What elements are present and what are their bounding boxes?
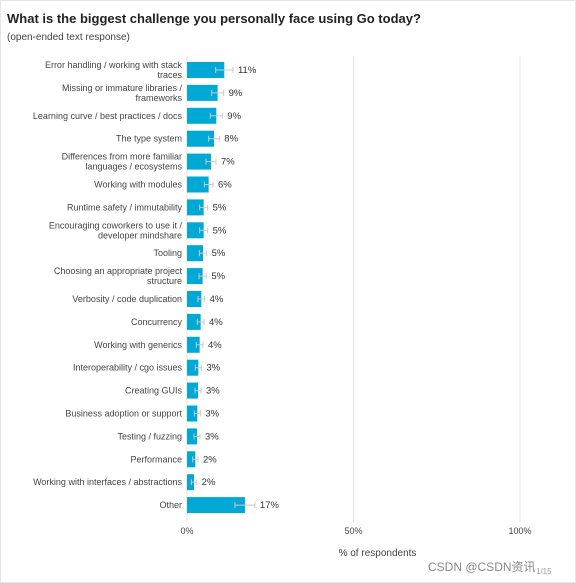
category-label: The type system <box>116 134 182 144</box>
value-label: 5% <box>213 202 227 213</box>
category-label: Verbosity / code duplication <box>72 294 182 304</box>
bar <box>187 382 198 399</box>
bar <box>187 336 200 353</box>
bar <box>187 268 203 285</box>
category-label: Working with modules <box>94 180 182 190</box>
category-label: Tooling <box>153 248 182 258</box>
category-label: Error handling / working with stack trace… <box>45 60 183 80</box>
value-label: 6% <box>218 180 232 191</box>
value-label: 5% <box>211 271 225 282</box>
value-label: 3% <box>206 386 220 397</box>
bar <box>187 313 201 330</box>
value-label: 2% <box>203 454 217 465</box>
x-tick-label: 50% <box>344 526 362 536</box>
bar <box>187 405 198 422</box>
value-label: 2% <box>202 477 216 488</box>
category-label: Testing / fuzzing <box>117 431 182 441</box>
value-label: 17% <box>260 500 280 511</box>
value-label: 5% <box>213 225 227 236</box>
category-label: Learning curve / best practices / docs <box>33 111 183 121</box>
category-label: Business adoption or support <box>65 409 182 419</box>
bar <box>187 84 218 101</box>
chart-title: What is the biggest challenge you person… <box>7 11 421 26</box>
category-label: Missing or immature libraries / framework… <box>62 83 183 103</box>
bar <box>187 291 202 307</box>
bar <box>187 199 204 216</box>
value-label: 11% <box>238 65 257 76</box>
bar <box>187 245 203 262</box>
bar <box>187 497 245 514</box>
x-axis-label: % of respondents <box>338 548 417 559</box>
category-label: Differences from more familiar languages … <box>62 152 183 172</box>
chart-subtitle: (open-ended text response) <box>7 32 130 43</box>
bar <box>187 107 217 124</box>
category-label: Interoperability / cgo issues <box>73 363 183 373</box>
bar <box>187 153 211 170</box>
category-label: Other <box>159 500 182 510</box>
value-label: 3% <box>206 363 220 374</box>
value-label: 9% <box>229 88 243 99</box>
value-label: 4% <box>210 294 224 305</box>
value-label: 4% <box>208 340 222 351</box>
page-number: 1/15 <box>536 567 552 576</box>
value-label: 5% <box>212 248 226 259</box>
bar <box>187 222 204 239</box>
watermark: CSDN @CSDN资讯 <box>428 560 536 574</box>
category-label: Concurrency <box>131 317 183 327</box>
bar <box>187 176 209 193</box>
category-label: Performance <box>130 454 182 464</box>
value-label: 8% <box>224 134 238 145</box>
value-label: 3% <box>205 431 219 442</box>
bar <box>187 474 194 491</box>
bar <box>187 62 225 78</box>
value-label: 4% <box>209 317 223 328</box>
bar <box>187 130 214 147</box>
x-tick-label: 0% <box>180 526 193 536</box>
category-label: Encouraging coworkers to use it / develop… <box>49 220 183 240</box>
category-label: Runtime safety / immutability <box>67 202 183 212</box>
category-label: Working with interfaces / abstractions <box>33 477 182 487</box>
bar <box>187 359 199 376</box>
bar <box>187 428 197 445</box>
category-label: Working with generics <box>94 340 182 350</box>
value-label: 3% <box>205 409 219 420</box>
category-label: Creating GUIs <box>125 386 183 396</box>
x-tick-label: 100% <box>508 526 531 536</box>
bar <box>187 451 196 468</box>
category-label: Choosing an appropriate project structure <box>54 266 183 286</box>
value-label: 9% <box>227 111 241 122</box>
value-label: 7% <box>221 157 235 168</box>
